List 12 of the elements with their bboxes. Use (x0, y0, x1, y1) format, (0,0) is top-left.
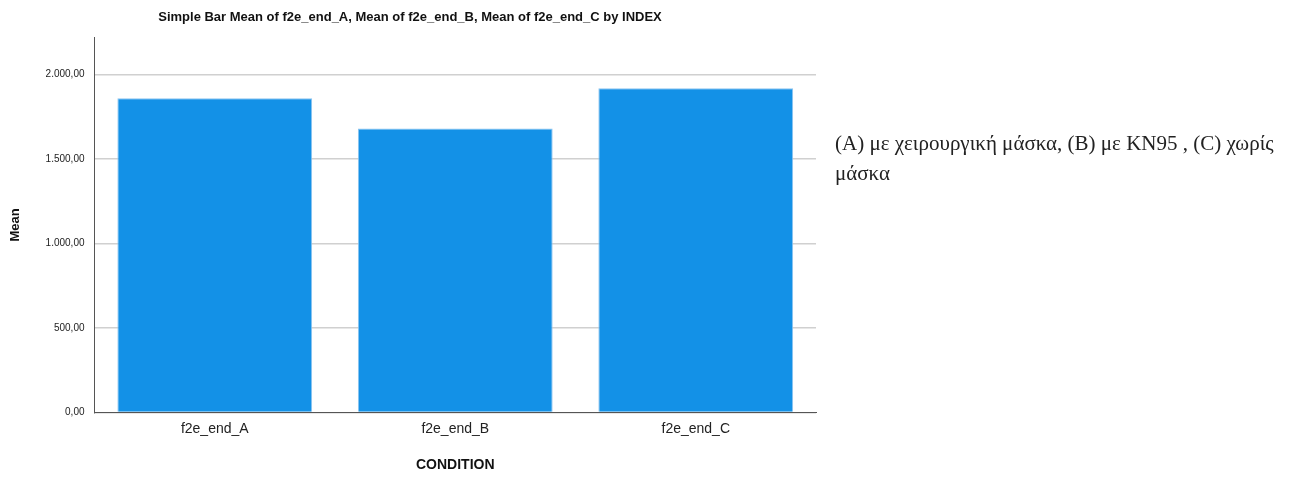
y-tick-label: 1.000,00 (45, 237, 85, 249)
y-tick-label: 0,00 (65, 406, 85, 418)
x-tick-label: f2e_end_C (661, 419, 731, 436)
y-tick-label: 1.500,00 (45, 152, 85, 164)
x-tick-label: f2e_end_A (180, 419, 250, 436)
x-axis-title: CONDITION (415, 456, 495, 473)
y-tick-label: 2.000,00 (45, 68, 85, 80)
text: (A) με χειρουργική μάσκα, (B) με KN95 , (C) χωρίς μάσκα (835, 130, 1275, 188)
x-tick-label: f2e_end_B (421, 419, 490, 436)
y-axis-title: Mean (7, 208, 23, 242)
y-tick-label: 500,00 (53, 321, 85, 333)
chart-title: Simple Bar Mean of f2e_end_A, Mean of f2e_end_B, Mean of f2e_end_C by INDEX (158, 9, 663, 25)
